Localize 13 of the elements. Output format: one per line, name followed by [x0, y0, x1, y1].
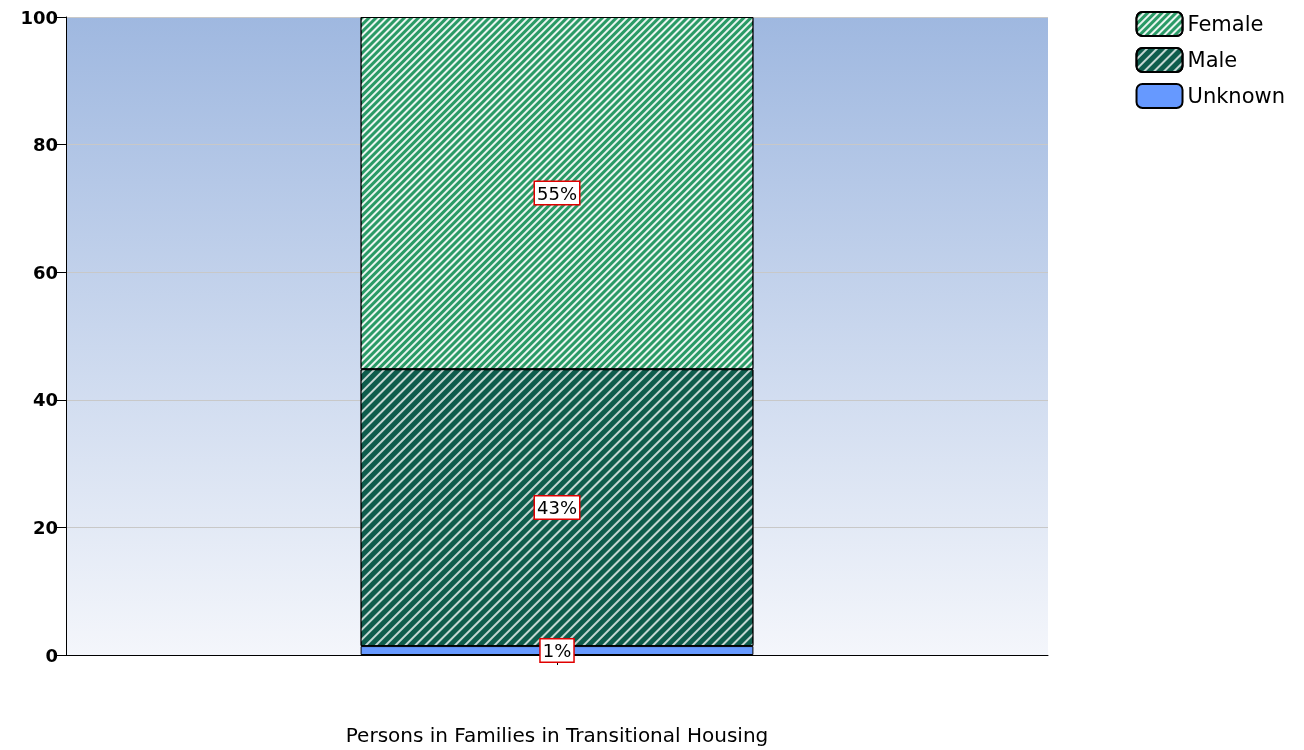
y-tick-label: 100 — [20, 6, 58, 28]
y-tick-label: 60 — [32, 261, 58, 283]
y-tick-label: 40 — [32, 389, 58, 411]
y-tick-label: 0 — [45, 644, 58, 666]
legend-label: Female — [1187, 12, 1264, 36]
legend-label: Unknown — [1187, 84, 1285, 108]
data-label: 55% — [536, 182, 578, 204]
y-tick-label: 80 — [32, 134, 58, 156]
data-label: 1% — [542, 640, 572, 662]
legend-label: Male — [1187, 48, 1238, 72]
y-tick-label: 20 — [32, 516, 58, 538]
data-label: 43% — [536, 497, 578, 519]
x-axis-title: Persons in Families in Transitional Housing — [345, 723, 769, 747]
